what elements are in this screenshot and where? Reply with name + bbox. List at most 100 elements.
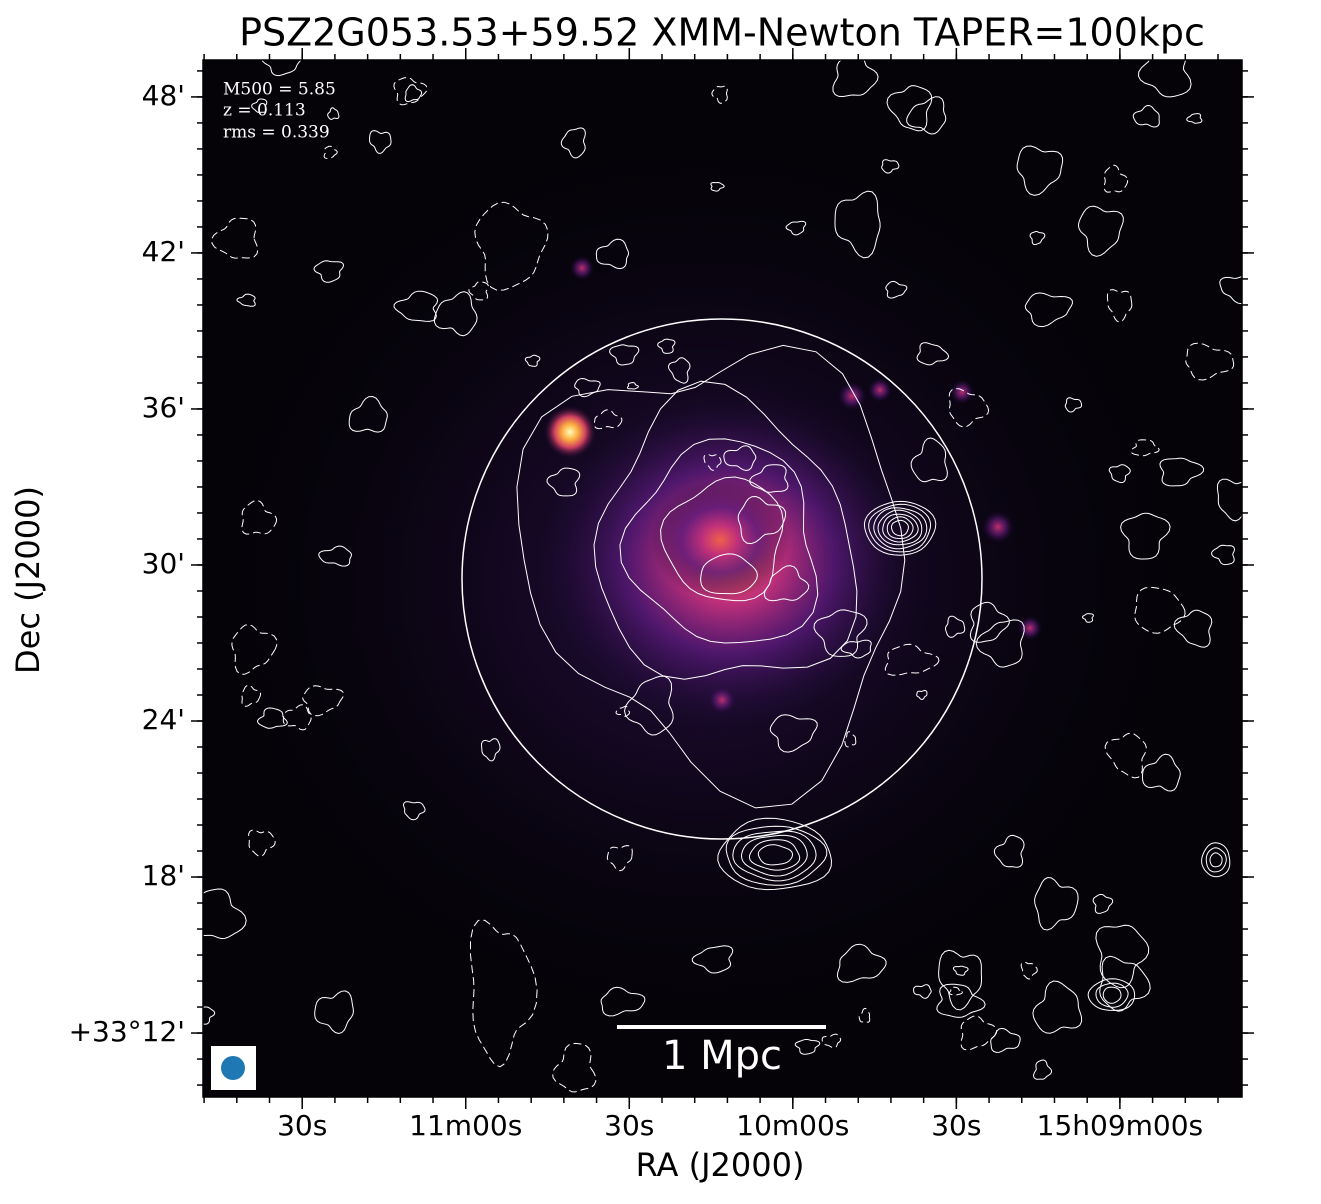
contour xyxy=(595,238,630,270)
contour xyxy=(1024,292,1074,328)
contour xyxy=(969,601,1010,643)
x-tick-label: 30s xyxy=(931,1109,981,1142)
contour xyxy=(241,499,278,535)
y-tick-label: 18' xyxy=(142,859,185,892)
contour xyxy=(251,98,268,113)
contour xyxy=(241,684,262,707)
contour xyxy=(1134,586,1186,634)
contour xyxy=(913,984,932,999)
contour xyxy=(723,445,757,472)
contour xyxy=(1209,852,1223,868)
contour xyxy=(1104,732,1147,779)
x-tick-label: 10m00s xyxy=(736,1109,849,1142)
contour xyxy=(948,986,963,996)
contour xyxy=(606,845,633,872)
contour xyxy=(211,217,259,259)
y-tick-label: 42' xyxy=(142,235,185,268)
contour xyxy=(1173,609,1213,648)
contour xyxy=(574,377,601,398)
contour xyxy=(910,437,948,483)
contour xyxy=(318,545,353,567)
contour xyxy=(1130,439,1160,457)
contour xyxy=(725,825,828,886)
contour xyxy=(348,395,388,433)
contour xyxy=(1034,876,1079,931)
contour xyxy=(1032,1059,1052,1080)
contour xyxy=(480,738,501,762)
contour xyxy=(990,1027,1021,1053)
contour xyxy=(1185,342,1235,381)
contour xyxy=(885,280,908,299)
contour xyxy=(1120,512,1171,560)
annotation: rms = 0.339 xyxy=(223,123,330,143)
contour xyxy=(740,834,808,877)
y-tick-label: 48' xyxy=(142,79,185,112)
contour xyxy=(404,84,423,103)
contour xyxy=(877,509,923,546)
contour xyxy=(1137,60,1192,98)
contour xyxy=(657,338,676,354)
contour xyxy=(1099,955,1151,1012)
contour xyxy=(868,503,932,553)
contour xyxy=(834,190,881,259)
contour xyxy=(1201,842,1231,878)
contour xyxy=(468,281,489,301)
r500-circle xyxy=(461,318,983,840)
contour xyxy=(470,919,538,1068)
contour xyxy=(393,290,439,322)
contour xyxy=(1077,205,1124,257)
y-tick-label: 30' xyxy=(142,547,185,580)
x-tick-label: 15h09m00s xyxy=(1037,1109,1204,1142)
x-tick-label: 30s xyxy=(604,1109,654,1142)
contour xyxy=(593,380,858,680)
contour xyxy=(203,1006,216,1025)
contour xyxy=(952,965,969,976)
contour xyxy=(700,553,758,595)
contour xyxy=(840,639,872,659)
contour xyxy=(236,293,256,307)
annotation: z = 0.113 xyxy=(223,101,306,121)
contour xyxy=(936,983,986,1018)
contour xyxy=(863,500,937,556)
contour xyxy=(1141,753,1181,792)
contour xyxy=(711,85,728,104)
contour xyxy=(891,519,909,537)
x-tick-label: 11m00s xyxy=(409,1109,522,1142)
contour xyxy=(668,357,691,384)
contour xyxy=(368,130,392,154)
contour xyxy=(619,438,819,644)
contour xyxy=(886,516,914,540)
contour xyxy=(1108,464,1131,484)
contour xyxy=(916,689,928,701)
contour xyxy=(881,159,900,174)
contour xyxy=(1205,847,1227,873)
contour xyxy=(836,943,887,983)
contour xyxy=(248,829,276,857)
contour xyxy=(1186,113,1203,124)
contour xyxy=(691,945,734,974)
contour xyxy=(1029,231,1046,246)
contour xyxy=(1106,289,1133,323)
contour xyxy=(916,342,950,366)
contour xyxy=(203,888,247,940)
annotation: M500 = 5.85 xyxy=(223,80,336,100)
contour xyxy=(948,387,990,428)
contour xyxy=(402,801,426,821)
contour xyxy=(1159,457,1205,487)
y-tick-label: 36' xyxy=(142,391,185,424)
contour xyxy=(884,643,940,676)
contour xyxy=(313,260,345,283)
contour xyxy=(1020,961,1038,980)
contour xyxy=(516,344,906,809)
contour xyxy=(593,409,623,430)
contour xyxy=(1032,980,1083,1034)
contour xyxy=(261,60,302,77)
contour xyxy=(1092,893,1114,914)
contour xyxy=(785,220,807,236)
contour xyxy=(434,291,478,337)
contour xyxy=(1081,613,1094,623)
contour xyxy=(858,1007,871,1023)
contour xyxy=(717,817,833,891)
contour xyxy=(1102,986,1122,1004)
